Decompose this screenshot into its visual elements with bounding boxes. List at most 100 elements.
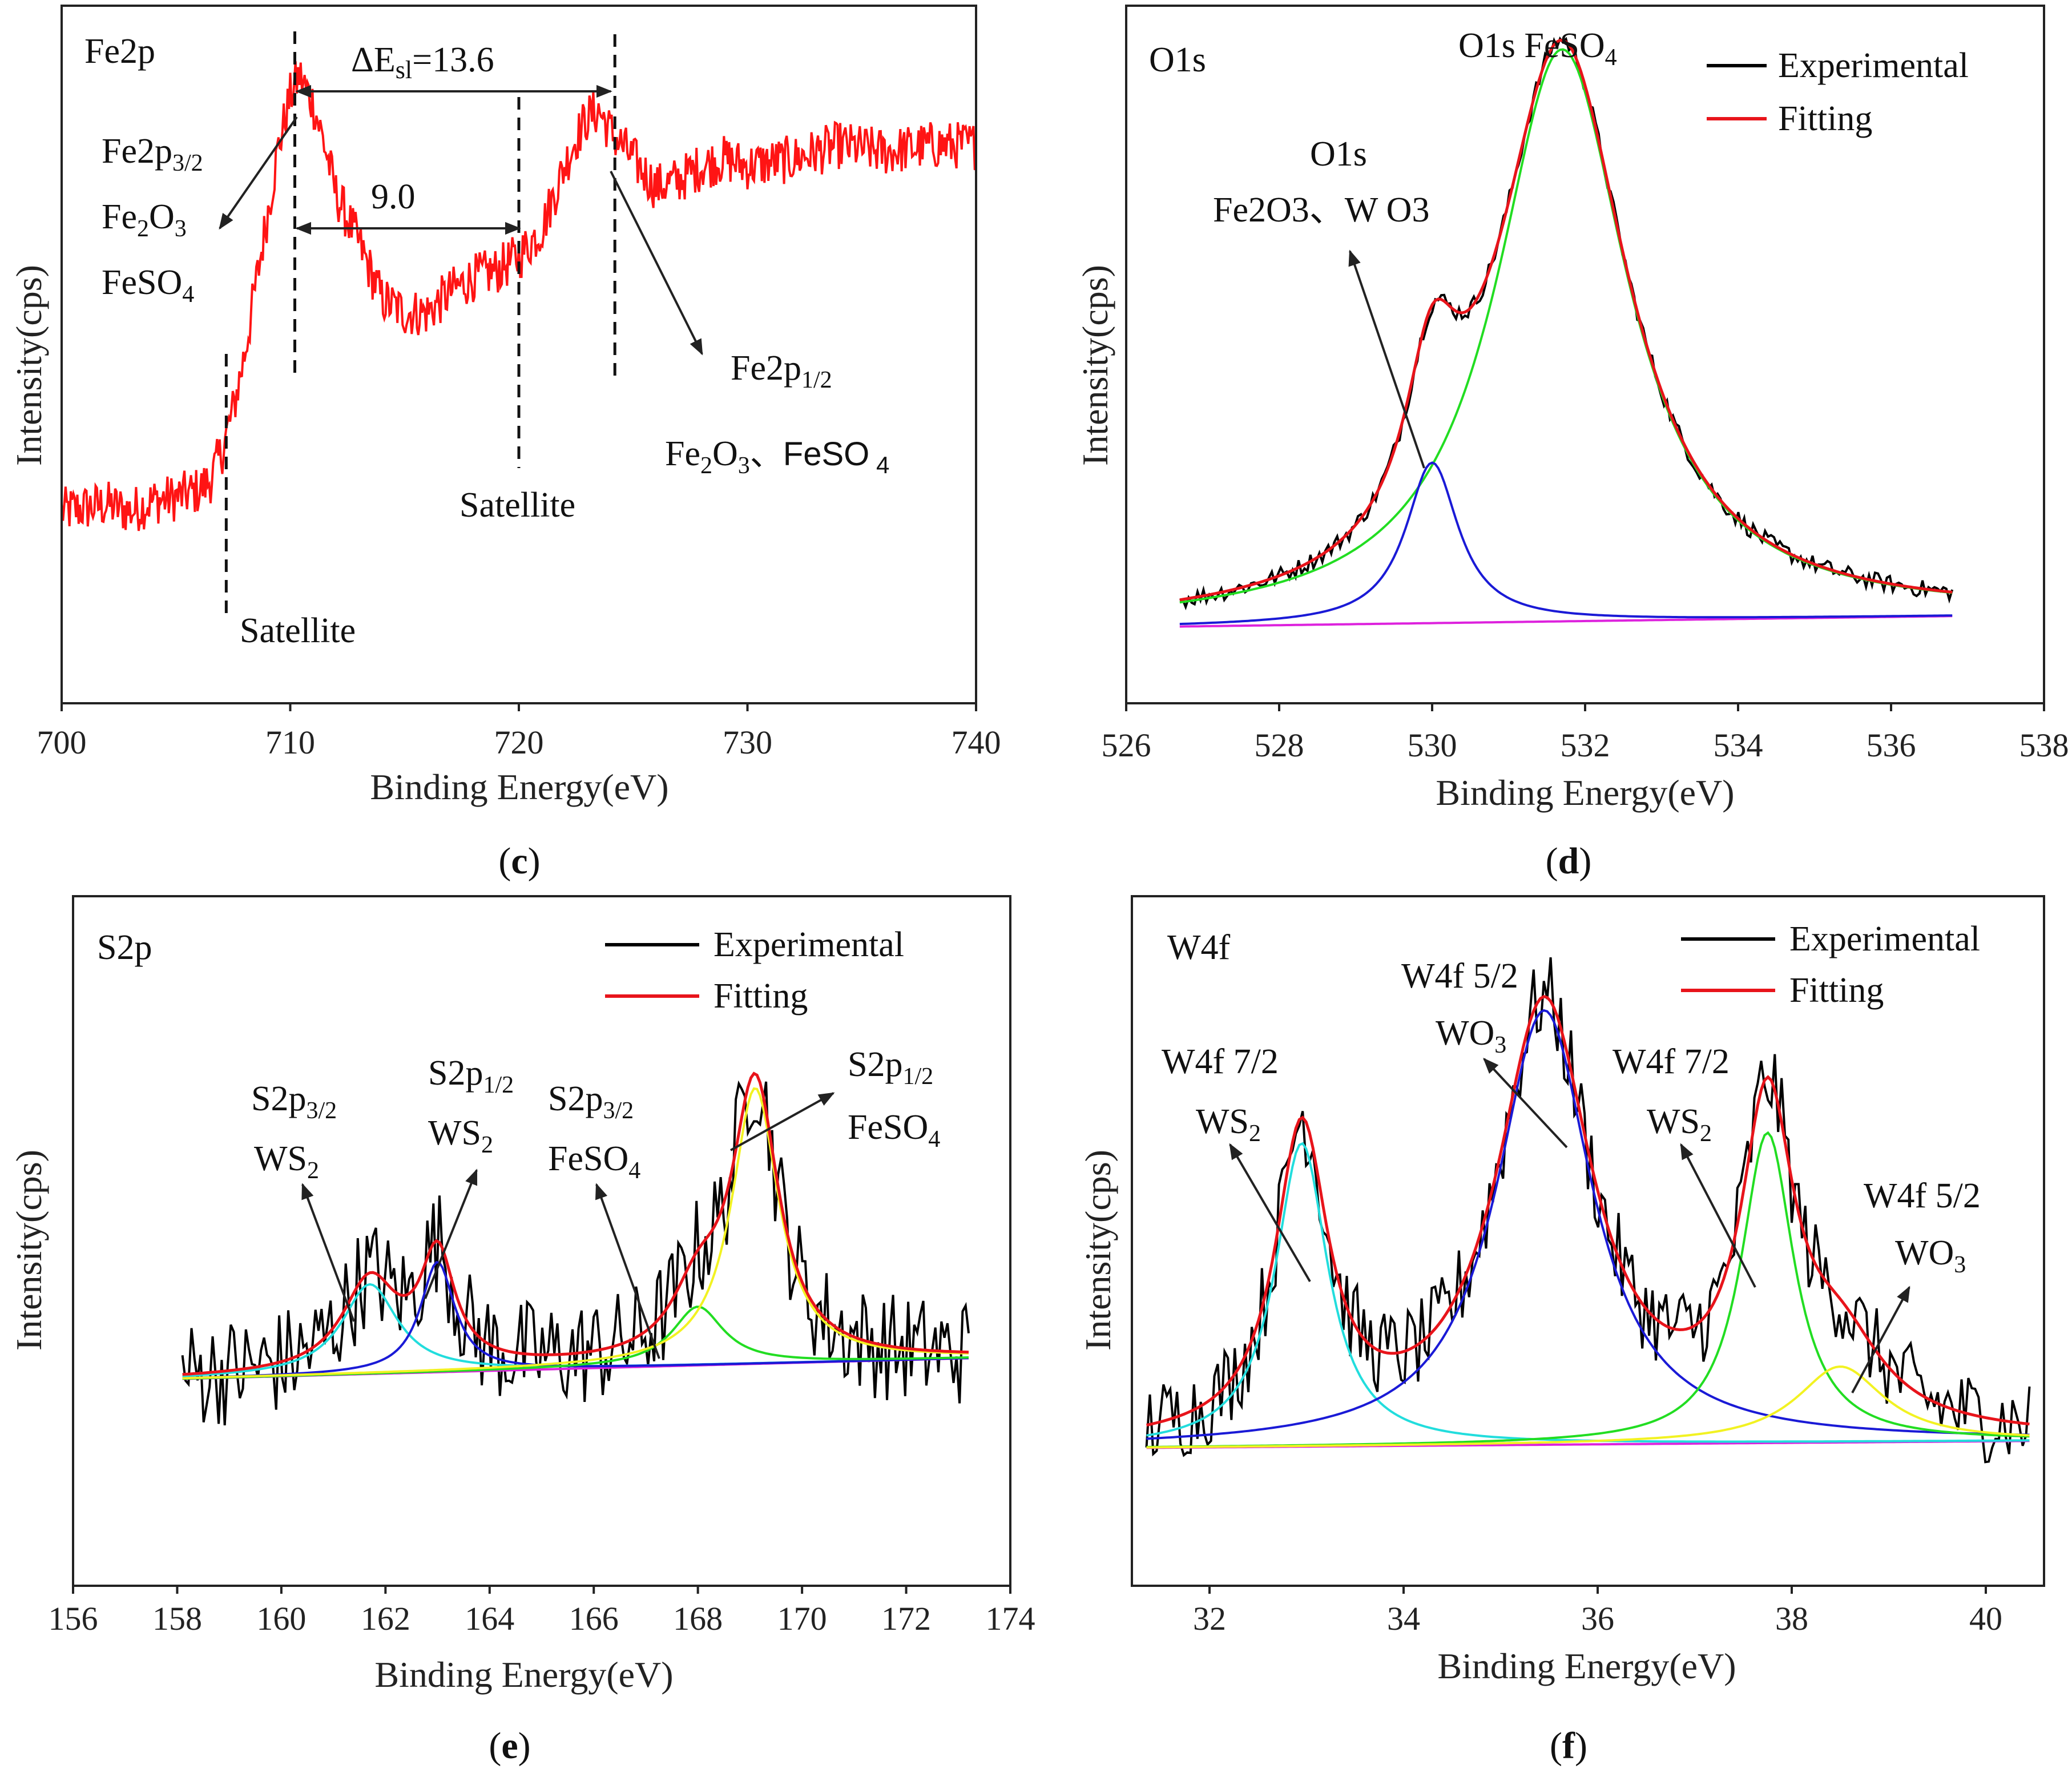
panel-f-p2-line1: W4f 5/2: [1401, 957, 1518, 996]
panel-f-x-ticks: 32 34 36 38 40: [1193, 1586, 2002, 1637]
x-tick-label: 710: [265, 724, 315, 761]
series-component-4: [182, 1087, 969, 1380]
x-tick-label: 160: [256, 1600, 306, 1637]
panel-e-p4-line2: FeSO4: [848, 1108, 940, 1153]
x-tick-label: 700: [37, 724, 87, 761]
panel-f-p3-arrow: [1680, 1143, 1756, 1288]
panel-f-p3-line1: W4f 7/2: [1613, 1042, 1730, 1081]
x-tick-label: 730: [723, 724, 772, 761]
x-tick-label: 172: [881, 1600, 931, 1637]
panel-f-p1-line2: WS2: [1196, 1102, 1261, 1147]
panel-e-p3-arrow: [595, 1183, 660, 1359]
x-tick-label: 720: [494, 724, 544, 761]
x-tick-label: 526: [1102, 727, 1151, 764]
panel-f-letter: (f): [1550, 1725, 1587, 1767]
panel-d-legend: Experimental Fitting: [1707, 46, 1969, 138]
series-fitting: [1179, 38, 1953, 602]
x-tick-label: 38: [1775, 1600, 1808, 1637]
series-component-2: [1146, 1009, 2030, 1440]
x-tick-label: 740: [952, 724, 1001, 761]
panel-d-frame: [1125, 5, 2045, 704]
series-experimental: [1179, 36, 1954, 611]
x-tick-label: 528: [1255, 727, 1304, 764]
panel-d-top-peak-label: O1s FeSO4: [1458, 26, 1617, 71]
legend-experimental-label: Experimental: [1789, 920, 1980, 958]
panel-d-plot-area: [1179, 36, 1954, 628]
panel-e-element-label: S2p: [97, 928, 152, 967]
panel-e-p1-line1: S2p3/2: [251, 1079, 337, 1124]
panel-d-element-label: O1s: [1149, 41, 1206, 79]
x-tick-label: 538: [2019, 727, 2069, 764]
panel-e-y-axis-title: Intensity(cps): [9, 1150, 49, 1351]
panel-e-x-axis-title: Binding Energy(eV): [374, 1654, 673, 1695]
panel-f-p4-line1: W4f 5/2: [1864, 1176, 1981, 1215]
series-fitting: [182, 1071, 969, 1376]
panel-e-x-ticks: 156 158 160 162 164 166 168 170 172 174: [49, 1586, 1035, 1637]
panel-c-y-axis-title: Intensity(cps): [9, 265, 49, 466]
panel-c-satellite-1: Satellite: [240, 611, 356, 650]
x-tick-label: 170: [777, 1600, 827, 1637]
panel-c-x-axis-title: Binding Energy(eV): [370, 767, 668, 807]
panel-f-p2-line2: WO3: [1436, 1014, 1506, 1058]
x-tick-label: 162: [361, 1600, 410, 1637]
legend-fitting-label: Fitting: [713, 977, 808, 1016]
panel-c-peak2-line1: Fe2p1/2: [731, 349, 832, 393]
panel-d-letter: (d): [1546, 840, 1592, 882]
x-tick-label: 174: [986, 1600, 1035, 1637]
panel-c-delta-e-label: ΔEsl=13.6: [351, 41, 494, 84]
x-tick-label: 36: [1581, 1600, 1614, 1637]
series-component-2: [1179, 461, 1953, 626]
panel-e-plot-area: [181, 1071, 970, 1425]
panel-e-p2-line1: S2p1/2: [428, 1054, 514, 1098]
panel-e-p4-line1: S2p1/2: [848, 1045, 933, 1090]
panel-f-y-axis-title: Intensity(cps): [1078, 1150, 1118, 1351]
panel-d-left-peak-line1: O1s: [1310, 135, 1367, 174]
series-component-4: [1146, 1365, 2030, 1449]
x-tick-label: 536: [1867, 727, 1916, 764]
panel-d-o1s: 526 528 530 532 534 536 538 O1s O1s FeSO4 O1s …: [1075, 5, 2069, 882]
x-tick-label: 532: [1561, 727, 1610, 764]
legend-experimental-label: Experimental: [1778, 46, 1969, 85]
x-tick-label: 168: [673, 1600, 723, 1637]
panel-d-x-ticks: 526 528 530 532 534 536 538: [1102, 703, 2069, 764]
legend-fitting-label: Fitting: [1778, 99, 1872, 138]
panel-f-w4f: 32 34 36 38 40 W4f Experimental Fitting W4f …: [1078, 895, 2045, 1767]
panel-c-dashed-markers: [224, 31, 616, 614]
panel-e-p3-line2: FeSO4: [548, 1139, 640, 1184]
panel-f-p3-line2: WS2: [1647, 1102, 1712, 1147]
x-tick-label: 32: [1193, 1600, 1226, 1637]
x-tick-label: 40: [1969, 1600, 2002, 1637]
panel-c-x-ticks: 700 710 720 730 740: [37, 703, 1001, 761]
series-experimental: [1145, 957, 2031, 1464]
panel-e-legend: Experimental Fitting: [605, 925, 904, 1016]
panel-d-x-axis-title: Binding Energy(eV): [1436, 772, 1734, 813]
x-tick-label: 164: [465, 1600, 514, 1637]
panel-e-p1-arrow: [301, 1183, 355, 1322]
panel-f-p4-arrow: [1851, 1286, 1910, 1393]
panel-f-plot-area: [1145, 957, 2031, 1464]
legend-fitting-label: Fitting: [1789, 971, 1884, 1010]
series-fitting: [1146, 994, 2030, 1427]
panel-f-p1-arrow: [1229, 1143, 1311, 1283]
panel-e-p1-line2: WS2: [254, 1139, 319, 1184]
panel-e-p3-line1: S2p3/2: [548, 1079, 634, 1124]
panel-c-letter: (c): [498, 840, 540, 882]
panel-c-gap-label: 9.0: [371, 178, 416, 216]
panel-c-peak1-arrow: [219, 116, 298, 230]
panel-d-y-axis-title: Intensity(cps): [1075, 265, 1115, 466]
panel-e-s2p: 156 158 160 162 164 166 168 170 172 174 S2p Exper…: [9, 895, 1035, 1767]
panel-f-p1-line1: W4f 7/2: [1162, 1042, 1279, 1081]
x-tick-label: 530: [1408, 727, 1457, 764]
panel-e-frame: [72, 895, 1011, 1587]
panel-c-peak1-line3: FeSO4: [102, 263, 194, 308]
panel-f-p2-arrow: [1483, 1057, 1568, 1149]
panel-c-fe2p: 700 710 720 730 740 Fe2p ΔEsl=13.6 9.0 Fe2p3…: [9, 5, 1001, 882]
panel-e-p2-arrow: [424, 1168, 478, 1299]
x-tick-label: 156: [49, 1600, 98, 1637]
panel-f-x-axis-title: Binding Energy(eV): [1437, 1646, 1736, 1686]
panel-f-frame: [1131, 895, 2045, 1587]
panel-e-p2-line2: WS2: [428, 1114, 493, 1158]
panel-e-letter: (e): [489, 1725, 530, 1767]
panel-f-legend: Experimental Fitting: [1681, 920, 1980, 1010]
